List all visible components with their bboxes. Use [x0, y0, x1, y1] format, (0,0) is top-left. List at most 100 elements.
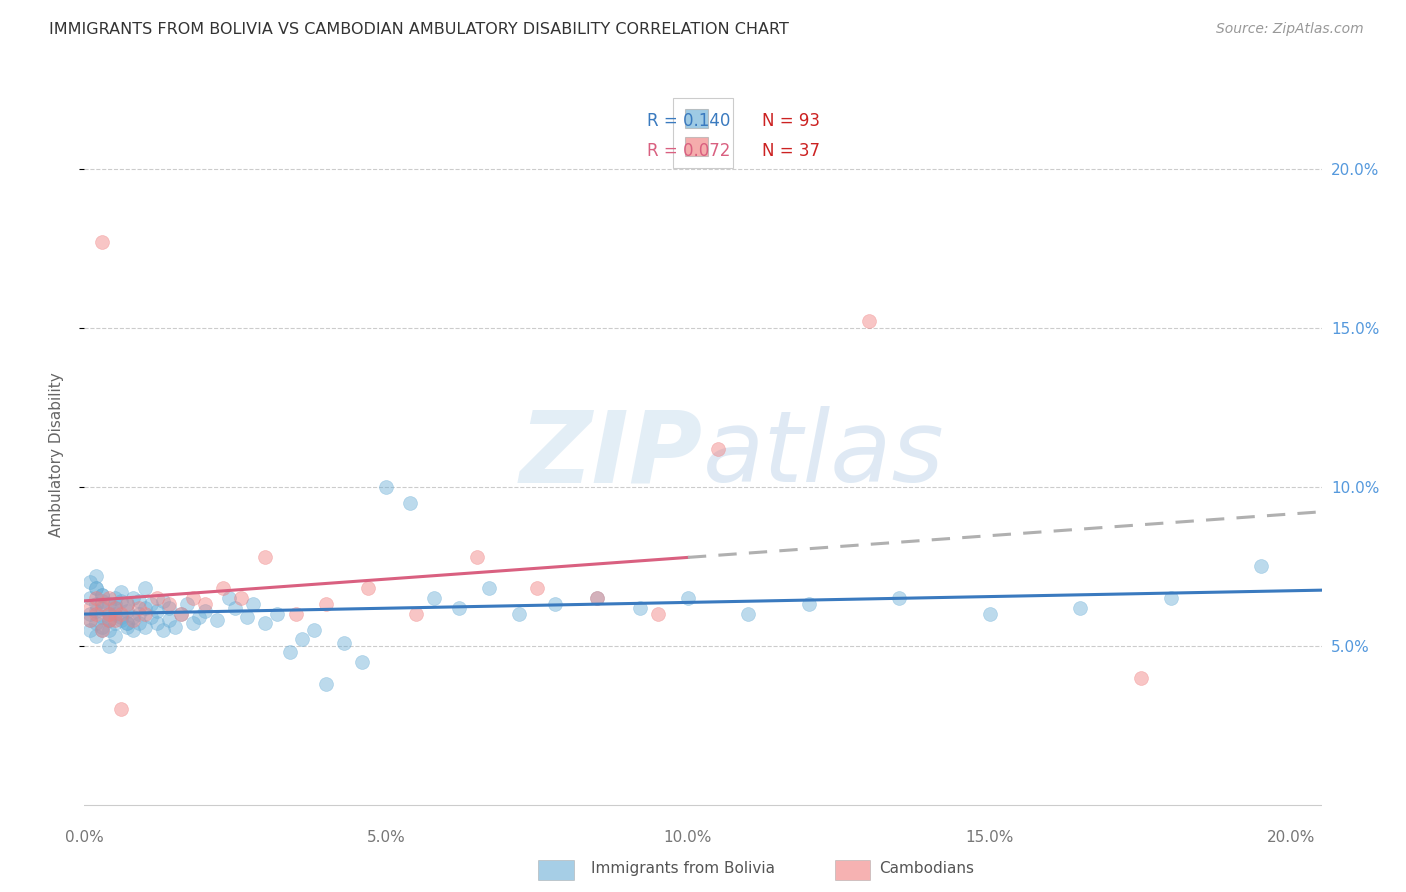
- Point: [79, 613, 101, 627]
- Point: [86, 582, 108, 596]
- Point: [375, 480, 398, 494]
- Point: [1160, 591, 1182, 605]
- Point: [152, 594, 174, 608]
- Point: [134, 600, 156, 615]
- Point: [447, 600, 470, 615]
- Point: [128, 616, 150, 631]
- Point: [97, 623, 120, 637]
- Point: [181, 591, 204, 605]
- Point: [423, 591, 446, 605]
- Point: [121, 610, 143, 624]
- Point: [79, 600, 101, 615]
- Text: N = 93: N = 93: [762, 112, 820, 129]
- Point: [103, 591, 125, 605]
- Point: [194, 598, 217, 612]
- Point: [110, 607, 132, 621]
- Point: [97, 607, 120, 621]
- Point: [91, 588, 114, 602]
- Point: [212, 582, 235, 596]
- Point: [79, 607, 101, 621]
- Point: [628, 600, 651, 615]
- Point: [1250, 559, 1272, 574]
- Point: [170, 607, 193, 621]
- Point: [1069, 600, 1091, 615]
- Point: [86, 607, 108, 621]
- Point: [110, 613, 132, 627]
- Point: [205, 613, 228, 627]
- Point: [110, 610, 132, 624]
- Text: N = 37: N = 37: [762, 143, 820, 161]
- Point: [97, 598, 120, 612]
- Point: [121, 623, 143, 637]
- Point: [146, 604, 169, 618]
- Bar: [538, 860, 574, 880]
- Text: R = 0.072: R = 0.072: [647, 143, 731, 161]
- Point: [115, 598, 138, 612]
- Point: [1129, 671, 1152, 685]
- Text: IMMIGRANTS FROM BOLIVIA VS CAMBODIAN AMBULATORY DISABILITY CORRELATION CHART: IMMIGRANTS FROM BOLIVIA VS CAMBODIAN AMB…: [49, 22, 789, 37]
- Point: [103, 629, 125, 643]
- Point: [115, 620, 138, 634]
- Point: [254, 616, 277, 631]
- Text: Source: ZipAtlas.com: Source: ZipAtlas.com: [1216, 22, 1364, 37]
- Point: [350, 655, 373, 669]
- Point: [146, 591, 169, 605]
- Point: [478, 582, 501, 596]
- Point: [134, 607, 156, 621]
- Point: [91, 620, 114, 634]
- Point: [278, 645, 301, 659]
- Point: [103, 613, 125, 627]
- Text: Immigrants from Bolivia: Immigrants from Bolivia: [591, 861, 775, 876]
- Point: [128, 600, 150, 615]
- Point: [121, 591, 143, 605]
- Point: [91, 610, 114, 624]
- Point: [79, 613, 101, 627]
- Point: [91, 594, 114, 608]
- Text: R = 0.140: R = 0.140: [647, 112, 731, 129]
- Point: [103, 607, 125, 621]
- Point: [115, 598, 138, 612]
- Point: [152, 623, 174, 637]
- Point: [889, 591, 911, 605]
- Point: [797, 598, 820, 612]
- Point: [315, 677, 337, 691]
- Point: [647, 607, 669, 621]
- Point: [128, 607, 150, 621]
- Point: [91, 588, 114, 602]
- Point: [91, 600, 114, 615]
- Point: [157, 600, 180, 615]
- Point: [79, 623, 101, 637]
- Point: [291, 632, 314, 647]
- Point: [103, 600, 125, 615]
- Point: [103, 600, 125, 615]
- Point: [218, 591, 240, 605]
- Point: [97, 607, 120, 621]
- Point: [97, 613, 120, 627]
- Point: [586, 591, 609, 605]
- Point: [858, 314, 880, 328]
- Point: [110, 702, 132, 716]
- Point: [110, 584, 132, 599]
- Point: [115, 616, 138, 631]
- Point: [86, 604, 108, 618]
- Point: [115, 604, 138, 618]
- Point: [399, 495, 422, 509]
- Bar: [835, 860, 870, 880]
- Point: [79, 591, 101, 605]
- Point: [134, 582, 156, 596]
- Point: [91, 623, 114, 637]
- Point: [97, 613, 120, 627]
- Point: [194, 604, 217, 618]
- Point: [86, 598, 108, 612]
- Point: [86, 629, 108, 643]
- Point: [676, 591, 699, 605]
- Text: atlas: atlas: [703, 407, 945, 503]
- Legend: , : ,: [673, 97, 733, 168]
- Point: [146, 616, 169, 631]
- Point: [86, 568, 108, 582]
- Text: ZIP: ZIP: [520, 407, 703, 503]
- Text: Cambodians: Cambodians: [879, 861, 974, 876]
- Point: [139, 610, 162, 624]
- Point: [254, 549, 277, 564]
- Point: [707, 442, 730, 456]
